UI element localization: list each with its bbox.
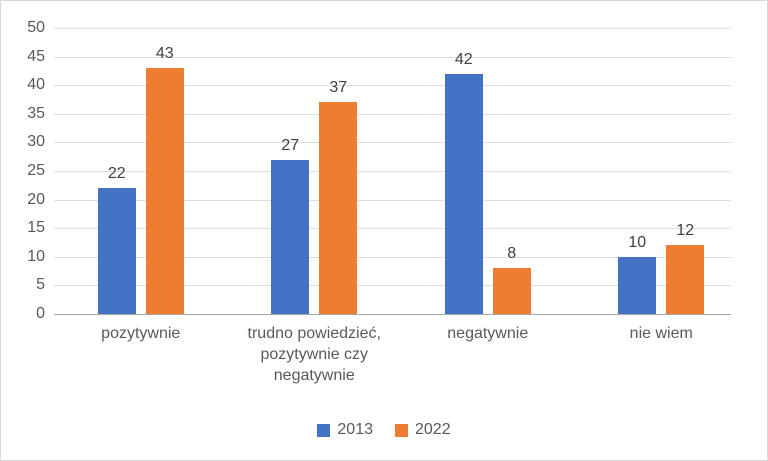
bar-2022-0: 43 — [145, 45, 184, 314]
bar-2022-3: 12 — [666, 222, 705, 314]
y-tick-label-40: 40 — [27, 76, 45, 94]
gridline-25 — [54, 171, 731, 172]
x-axis-label-1: trudno powiedzieć, pozytywnie czy negaty… — [247, 325, 381, 384]
y-axis: 0 5 10 15 20 25 30 35 40 45 50 — [1, 19, 45, 322]
y-tick-label-10: 10 — [27, 247, 45, 265]
y-tick-label-50: 50 — [27, 19, 45, 36]
x-axis-label-2: negatywnie — [447, 325, 529, 342]
plot-area: 22 43 27 37 42 8 10 12 — [54, 28, 731, 315]
x-axis-labels: pozytywnie trudno powiedzieć, pozytywnie … — [54, 323, 748, 386]
gridline-35 — [54, 113, 731, 115]
bar-2013-1: 27 — [271, 137, 310, 314]
bar-2013-0: 22 — [97, 165, 136, 314]
bar-value-label: 27 — [281, 136, 300, 154]
legend-label-2013: 2013 — [337, 421, 373, 438]
bar-group-0: 22 43 — [54, 28, 228, 314]
gridline-15 — [54, 228, 731, 230]
gridline-40 — [54, 85, 731, 87]
bar-value-label: 22 — [107, 165, 126, 183]
gridline-50 — [54, 28, 731, 29]
y-tick-label-45: 45 — [27, 47, 45, 65]
bar-2013-3: 10 — [618, 234, 657, 314]
gridline-20 — [54, 199, 731, 201]
y-tick-label-20: 20 — [27, 190, 45, 208]
gridline-10 — [54, 256, 731, 258]
legend-swatch-2013 — [317, 423, 331, 437]
gridline-5 — [54, 285, 731, 287]
legend-item-2013: 2013 — [317, 421, 373, 439]
y-tick-label-0: 0 — [36, 305, 45, 322]
legend: 2013 2022 — [1, 421, 767, 439]
bar-2022-2: 8 — [492, 245, 531, 314]
bar-2013-2: 42 — [444, 51, 483, 314]
gridline-30 — [54, 142, 731, 144]
bar-group-3: 10 12 — [575, 28, 749, 314]
bar-groups: 22 43 27 37 42 8 10 12 — [54, 28, 748, 314]
bar-value-label: 12 — [676, 222, 695, 240]
bar-group-2: 42 8 — [401, 28, 575, 314]
gridline-45 — [54, 56, 731, 58]
y-tick-label-30: 30 — [27, 133, 45, 151]
x-axis-label-0: pozytywnie — [101, 325, 181, 342]
y-tick-label-5: 5 — [36, 276, 45, 294]
y-tick-label-15: 15 — [27, 219, 45, 237]
legend-item-2022: 2022 — [395, 421, 451, 439]
bar-2022-1: 37 — [319, 79, 358, 314]
legend-swatch-2022 — [395, 423, 408, 437]
y-tick-label-35: 35 — [27, 104, 45, 122]
bar-value-label: 10 — [628, 233, 647, 251]
y-tick-label-25: 25 — [27, 162, 45, 179]
bar-group-1: 27 37 — [228, 28, 402, 314]
bar-value-label: 8 — [507, 245, 517, 263]
bar-value-label: 37 — [329, 79, 348, 97]
bar-value-label: 43 — [155, 45, 174, 63]
legend-label-2022: 2022 — [415, 421, 451, 438]
bar-value-label: 42 — [454, 50, 473, 68]
x-axis-label-3: nie wiem — [629, 325, 693, 342]
